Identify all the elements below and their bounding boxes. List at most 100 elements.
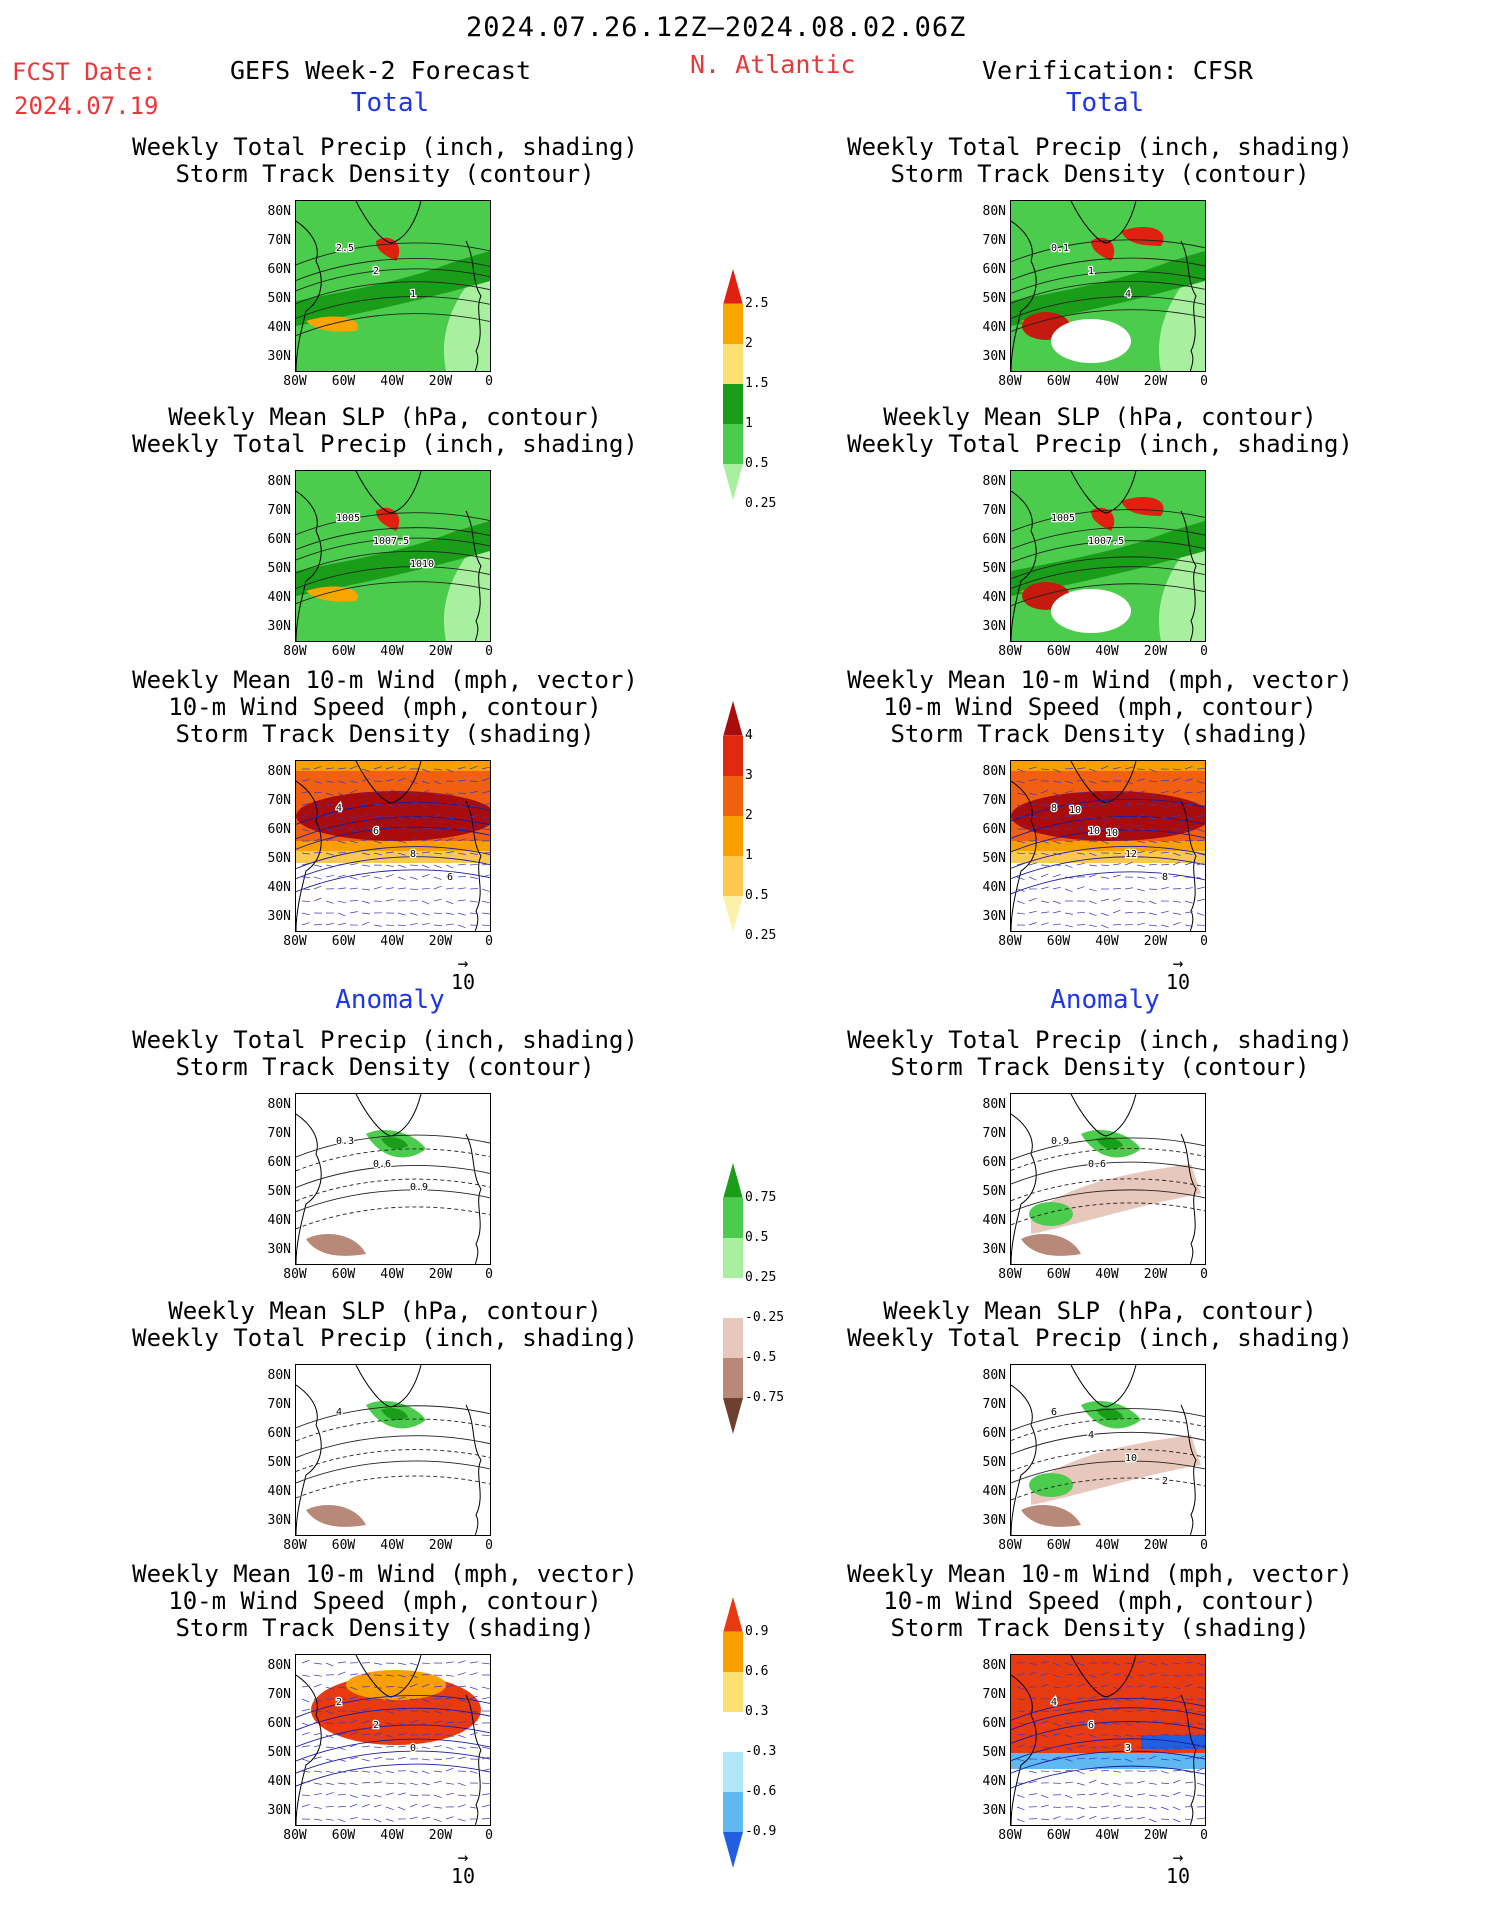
lon-tick-label: 40W [1095,1828,1119,1843]
colorbar-tick-label: 3 [745,768,753,783]
lon-tick-label: 20W [1143,1267,1168,1282]
contour-label: 0 [410,1743,416,1754]
section-total-verification: Total [1065,88,1145,118]
field-shading [296,471,490,641]
contour-label: 6 [447,872,453,883]
colorbar-segment [723,1632,743,1672]
lon-tick-label: 80W [998,1828,1022,1843]
contour-label: 8 [410,849,416,860]
vector-reference: → 10 [443,955,483,995]
colorbar-tick-label: 4 [745,728,753,743]
colorbar-tick-label: -0.75 [745,1390,785,1405]
lon-tick-label: 60W [331,374,356,389]
lon-tick-label: 80W [998,1267,1022,1282]
coastline [296,471,482,641]
map-v-anom-precip: 0.9 0.6 [1010,1093,1206,1265]
lat-tick-label: 80N [982,764,1006,779]
colorbar-tick-label: 1 [745,848,753,863]
lon-tick-label: 60W [1046,1538,1071,1553]
lat-tick-label: 70N [982,1126,1006,1141]
contours [1011,1697,1205,1789]
lon-tick-label: 0 [485,934,493,949]
contour-label: 6 [373,826,379,837]
lat-tick-label: 50N [267,291,291,306]
colorbar-tick-label: -0.25 [745,1310,785,1325]
lat-tick-label: 80N [982,474,1006,489]
colorbar-tick-label: 0.3 [745,1704,769,1719]
field-shading [296,1094,490,1264]
panel-title-line: Storm Track Density (contour) [890,1053,1310,1081]
lon-tick-label: 40W [1095,374,1119,389]
map-f-anom-wind: 2 2 0 [295,1654,491,1826]
map-v-total-precip: 0.1 1 4 [1010,200,1206,372]
panel-title-line: Storm Track Density (shading) [175,1614,595,1642]
wind-vectors [1016,765,1205,929]
vector-arrow-icon: → [457,1847,469,1868]
panel-title-line: 10-m Wind Speed (mph, contour) [168,1587,602,1615]
lon-tick-label: 0 [1200,374,1208,389]
contours [296,512,490,605]
colorbar-segment [722,699,744,737]
lat-tick-label: 60N [982,262,1006,277]
colorbar-segment [723,1712,743,1752]
lon-tick-label: 0 [485,1828,493,1843]
lon-tick-label: 20W [1143,1828,1168,1843]
lon-tick-label: 40W [1095,644,1119,659]
colorbar-segment [722,1161,744,1199]
contour-label: 0.1 [1051,243,1069,254]
lon-tick-label: 20W [428,644,453,659]
panel-title-line: Weekly Mean 10-m Wind (mph, vector) [847,1560,1353,1588]
lat-tick-label: 30N [267,1242,291,1257]
wind-vectors [1016,1660,1205,1823]
lat-tick-label: 50N [267,1184,291,1199]
lat-tick-label: 70N [982,1397,1006,1412]
colorbar-tick-label: 0.25 [745,928,777,943]
panel-title-line: Weekly Total Precip (inch, shading) [847,1026,1353,1054]
colorbar-segment [723,816,743,856]
coastline [1011,201,1197,371]
lat-tick-label: 40N [267,880,291,895]
lat-tick-label: 70N [267,503,291,518]
lat-tick-label: 40N [982,1213,1006,1228]
coastline [1011,1094,1197,1264]
wind-vectors [301,765,490,928]
colorbar-segment [723,304,743,344]
contour-label: 1005 [1051,513,1075,524]
colorbar-segment [723,1672,743,1712]
colorbar-tick-label: 0.5 [745,1230,769,1245]
lon-tick-label: 80W [998,374,1022,389]
lon-tick-label: 20W [428,374,453,389]
colorbar-storm-total [722,699,744,932]
panel-title: Weekly Total Precip (inch, shading) Storm… [820,134,1380,188]
lon-tick-label: 20W [1143,374,1168,389]
lat-tick-label: 60N [267,1155,291,1170]
map-v-total-slp: 1005 1007.5 [1010,470,1206,642]
field-shading [1011,1094,1205,1264]
colorbar-segment [723,856,743,896]
lon-tick-label: 60W [331,644,356,659]
lon-tick-label: 40W [380,934,404,949]
field-shading [1011,201,1205,371]
colorbar-precip-anom [722,1161,744,1434]
coastline [1011,1365,1197,1535]
lat-tick-label: 80N [267,1368,291,1383]
contour-label: 10 [1125,1453,1137,1464]
panel-title-line: Weekly Mean SLP (hPa, contour) [168,1297,602,1325]
contour-label: 0.6 [1088,1159,1106,1170]
lat-tick-label: 30N [982,349,1006,364]
contour-label: 0.9 [410,1182,428,1193]
colorbar-tick-label: 2 [745,808,753,823]
lon-tick-label: 0 [485,1267,493,1282]
section-anomaly-forecast: Anomaly [335,985,445,1015]
field-shading [1011,1655,1205,1825]
panel-title: Weekly Mean 10-m Wind (mph, vector) 10-m … [820,667,1380,748]
contour-label: 6 [1088,1720,1094,1731]
vector-arrow-icon: → [1172,1847,1184,1868]
contours [1011,509,1205,607]
lat-tick-label: 50N [982,1455,1006,1470]
lon-tick-label: 20W [428,1828,453,1843]
vector-reference: → 10 [443,1847,483,1889]
lon-tick-label: 80W [283,1267,307,1282]
map-v-anom-slp: 6 4 10 2 [1010,1364,1206,1536]
lat-tick-label: 80N [267,474,291,489]
